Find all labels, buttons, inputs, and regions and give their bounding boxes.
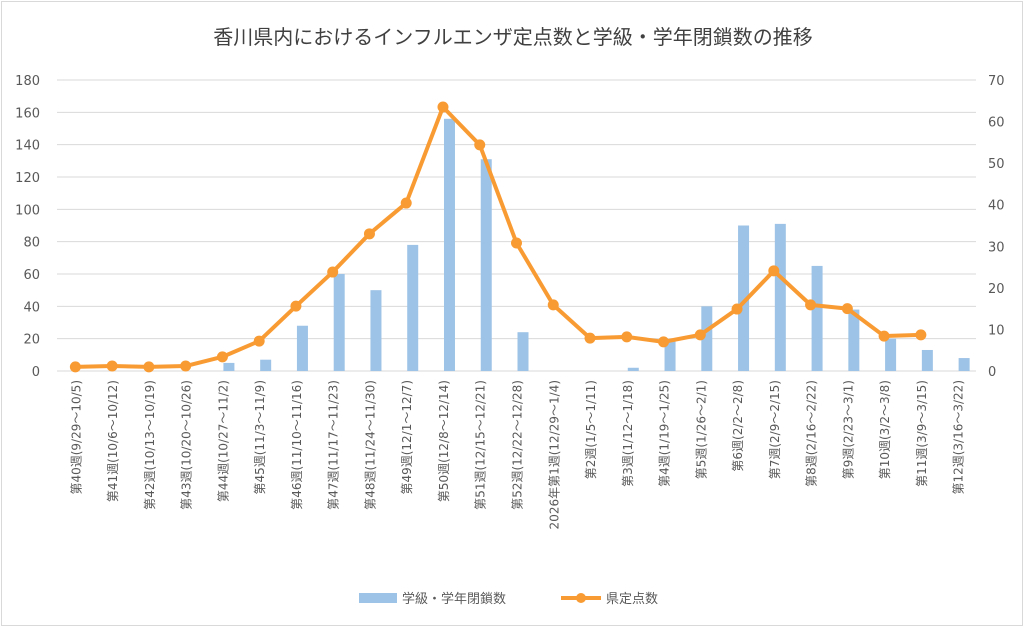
bar (664, 340, 676, 371)
chart-title: 香川県内におけるインフルエンザ定点数と学級・学年閉鎖数の推移 (213, 25, 812, 49)
line-point (216, 351, 228, 363)
category-label: 第52週(12/22～12/28) (511, 380, 525, 510)
line-point (290, 300, 302, 312)
category-label: 第12週(3/16～3/22) (952, 380, 966, 495)
legend-line-label: 県定点数 (606, 592, 658, 607)
left-axis-tick: 120 (15, 171, 40, 186)
legend-line-marker (576, 593, 586, 603)
category-label: 第7週(2/9～2/15) (768, 380, 782, 479)
bar (958, 358, 970, 371)
left-axis-tick: 60 (23, 268, 40, 283)
right-axis-tick: 70 (988, 74, 1005, 89)
legend-bar-swatch (359, 593, 397, 603)
category-label: 第8週(2/16～2/22) (805, 380, 819, 487)
line-point (363, 228, 375, 240)
line-point (180, 360, 192, 372)
left-axis-tick: 100 (15, 203, 40, 218)
left-axis-tick: 0 (32, 365, 40, 380)
category-label: 第3週(1/12～1/18) (621, 380, 635, 487)
line-point (474, 139, 486, 151)
category-label: 第44週(10/27～11/2) (216, 380, 230, 502)
line-point (621, 331, 633, 343)
category-label: 第48週(11/24～11/30) (363, 380, 377, 510)
category-label: 第6週(2/2～2/8) (731, 380, 745, 472)
line-point (400, 197, 412, 209)
category-label: 第43週(10/20～10/26) (180, 380, 194, 510)
bar (296, 325, 308, 371)
legend-bar-label: 学級・学年閉鎖数 (402, 591, 506, 607)
bar (223, 362, 235, 371)
line-point (106, 360, 118, 372)
line-point (658, 336, 670, 348)
category-label: 第5週(1/26～2/1) (694, 380, 708, 479)
line-point (69, 361, 81, 373)
right-axis-tick: 30 (988, 240, 1005, 255)
bar (774, 223, 786, 371)
category-label: 第40週(9/29～10/5) (69, 380, 83, 495)
bar (627, 367, 639, 371)
line-point (143, 361, 155, 373)
line-point (694, 329, 706, 341)
left-axis-tick: 80 (23, 236, 40, 251)
category-label: 2026年第1週(12/29～1/4) (547, 380, 561, 529)
line-point (437, 101, 449, 113)
bar (885, 338, 897, 371)
left-axis-tick: 40 (23, 300, 40, 315)
category-label: 第4週(1/19～1/25) (658, 380, 672, 487)
bar (407, 244, 419, 371)
right-axis-tick: 10 (988, 323, 1005, 338)
category-label: 第46週(11/10～11/16) (290, 380, 304, 510)
bar (333, 274, 345, 371)
bar (443, 118, 455, 371)
category-label: 第45週(11/3～11/9) (253, 380, 267, 495)
line-point (511, 237, 522, 249)
right-axis-tick: 50 (988, 157, 1005, 172)
legend: 学級・学年閉鎖数 県定点数 (359, 591, 658, 607)
bar (260, 359, 272, 371)
right-axis-tick: 0 (988, 365, 996, 380)
line-point (731, 303, 743, 315)
category-label: 第9週(2/23～3/1) (841, 380, 855, 479)
bar (517, 332, 529, 371)
line-point (805, 299, 817, 311)
bar (921, 349, 933, 371)
right-axis-tick: 40 (988, 199, 1005, 214)
line-point (878, 330, 890, 342)
line-point (841, 303, 853, 315)
bar (701, 306, 713, 371)
category-label: 第50週(12/8～12/14) (437, 380, 451, 502)
right-axis-tick: 20 (988, 282, 1005, 297)
line-point (327, 266, 339, 278)
bar (811, 265, 823, 371)
category-label: 第2週(1/5～1/11) (584, 380, 598, 479)
category-label: 第47週(11/17～11/23) (327, 380, 341, 510)
line-point (768, 265, 780, 277)
left-axis-tick: 140 (15, 139, 40, 154)
bar (370, 290, 382, 371)
series-line (75, 105, 921, 369)
bar (738, 225, 750, 371)
bar (848, 309, 860, 371)
line-point (253, 335, 265, 347)
left-axis-tick: 20 (23, 333, 40, 348)
category-label: 第42週(10/13～10/19) (143, 380, 157, 510)
line-point (584, 332, 596, 344)
category-label: 第10週(3/2～3/8) (878, 380, 892, 479)
bar (480, 159, 492, 371)
left-axis-tick: 180 (15, 74, 40, 89)
category-label: 第11週(3/9～3/15) (915, 380, 929, 487)
line-point (547, 299, 559, 311)
category-label: 第41週(10/6～10/12) (106, 380, 120, 502)
category-label: 第51週(12/15～12/21) (474, 380, 488, 510)
left-axis-tick: 160 (15, 106, 40, 121)
line-point (915, 329, 927, 341)
category-label: 第49週(12/1～12/7) (400, 380, 414, 495)
right-axis-tick: 60 (988, 116, 1005, 131)
